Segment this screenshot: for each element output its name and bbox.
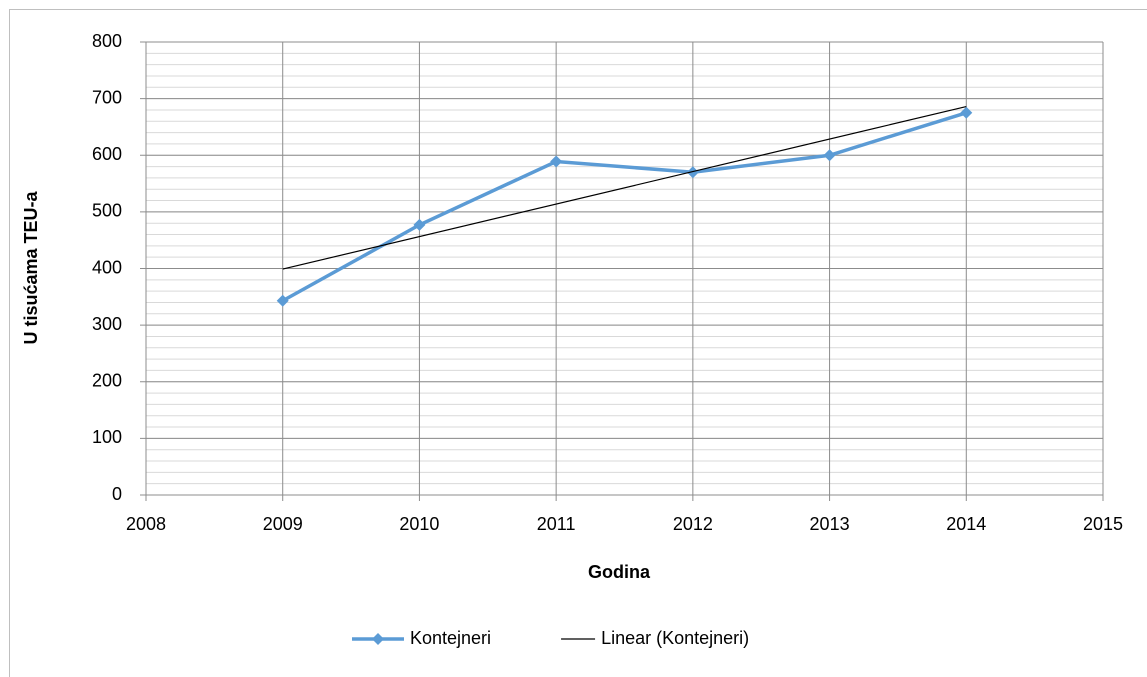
marker (550, 155, 563, 168)
y-tick-label: 800 (92, 31, 122, 51)
marker (276, 294, 289, 307)
y-tick-label: 700 (92, 87, 122, 107)
y-tick-label: 100 (92, 427, 122, 447)
y-tick-label: 600 (92, 144, 122, 164)
x-tick-label: 2008 (126, 514, 166, 534)
x-tick-label: 2011 (537, 514, 576, 534)
legend-marker (372, 633, 384, 645)
x-tick-label: 2014 (946, 514, 986, 534)
x-tick-label: 2012 (673, 514, 713, 534)
marker (823, 149, 836, 162)
y-tick-label: 0 (112, 484, 122, 504)
x-tick-label: 2013 (810, 514, 850, 534)
y-tick-label: 400 (92, 257, 122, 277)
y-axis-label: U tisućama TEU-a (21, 190, 41, 344)
y-tick-label: 200 (92, 371, 122, 391)
x-tick-label: 2015 (1083, 514, 1123, 534)
marker (413, 218, 426, 231)
legend-label: Kontejneri (410, 628, 491, 648)
x-tick-label: 2009 (263, 514, 303, 534)
x-tick-label: 2010 (399, 514, 439, 534)
marker (960, 106, 973, 119)
legend-label: Linear (Kontejneri) (601, 628, 749, 648)
series-line (281, 111, 967, 303)
x-axis-label: Godina (588, 562, 651, 582)
marker (686, 166, 699, 179)
y-tick-label: 500 (92, 201, 122, 221)
series-line (282, 105, 967, 270)
y-tick-label: 300 (92, 314, 122, 334)
chart-frame (9, 9, 1147, 677)
